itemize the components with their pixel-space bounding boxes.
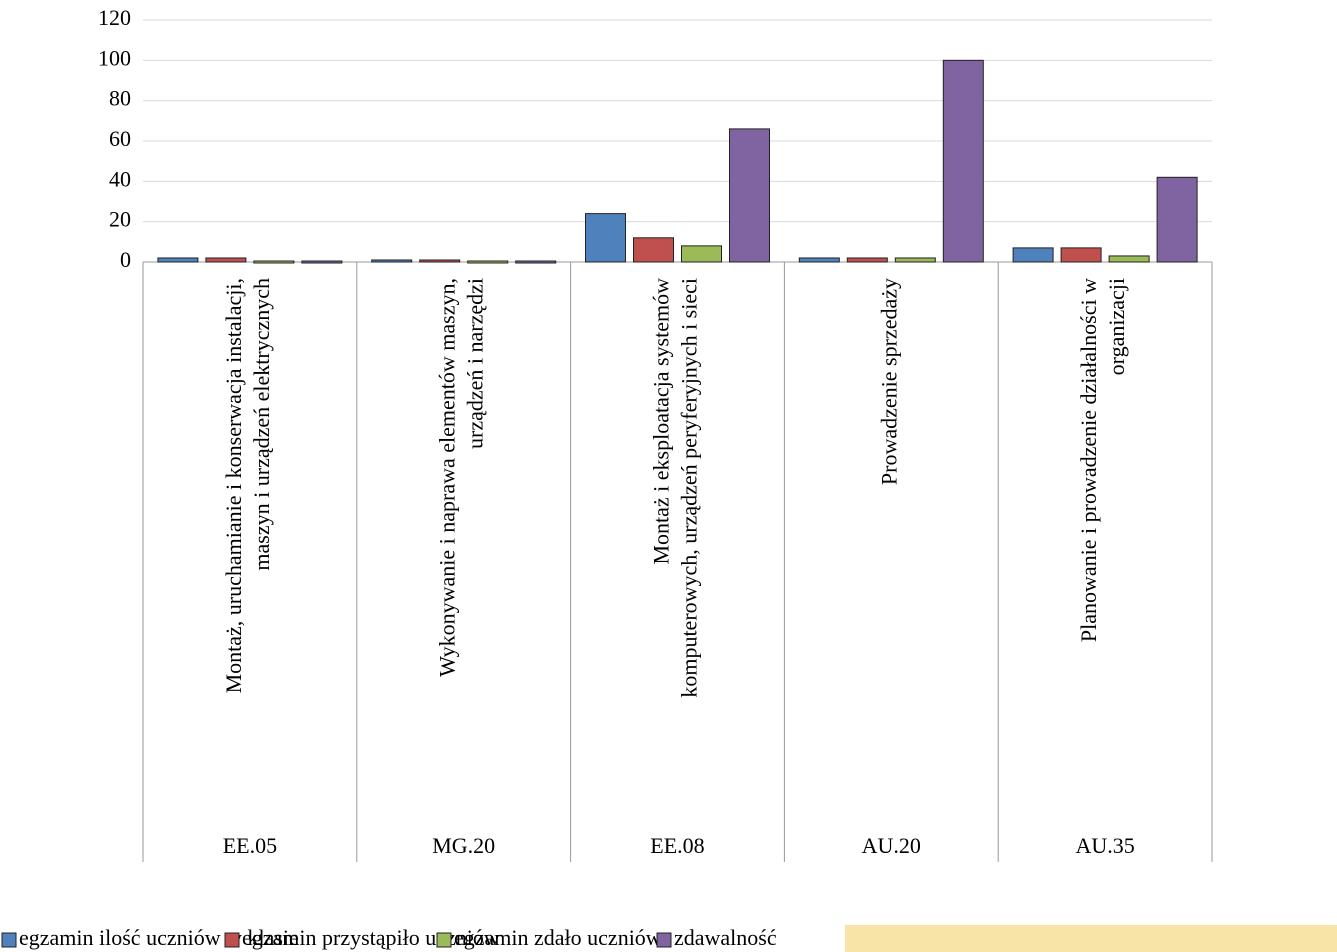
bar <box>371 259 413 263</box>
bar <box>253 260 295 264</box>
legend-label: zdawalność <box>674 925 777 950</box>
bar <box>894 257 936 263</box>
bar <box>585 213 626 263</box>
bar <box>1012 247 1054 263</box>
bar <box>798 257 840 263</box>
highlight <box>845 925 1337 952</box>
bar <box>846 257 888 263</box>
legend-label: egzamin zdało uczniów <box>454 925 662 950</box>
bar <box>419 259 461 263</box>
bar <box>467 260 509 264</box>
x-tick-label: EE.08 <box>650 833 704 858</box>
legend-swatch <box>656 932 672 948</box>
y-tick-label: 20 <box>109 207 131 232</box>
bar <box>729 128 770 263</box>
category-description: Planowanie i prowadzenie działalności w <box>1076 278 1101 642</box>
legend-swatch <box>436 932 452 948</box>
x-tick-label: AU.20 <box>862 833 921 858</box>
category-description: Montaż i eksploatacja systemów <box>649 278 674 565</box>
bar <box>1108 255 1150 263</box>
bar <box>1156 176 1198 263</box>
category-description: komputerowych, urządzeń peryferyjnych i … <box>677 278 702 698</box>
legend-swatch <box>224 932 240 948</box>
x-tick-label: EE.05 <box>223 833 277 858</box>
y-tick-label: 80 <box>109 86 131 111</box>
bar <box>157 257 199 263</box>
category-description: urządzeń i narzędzi <box>463 278 488 449</box>
y-tick-label: 120 <box>98 5 131 30</box>
bar <box>1060 247 1102 263</box>
legend-label: egzamin przystąpiło uczniów <box>242 925 500 950</box>
y-tick-label: 100 <box>98 45 131 70</box>
legend-swatch <box>1 932 17 948</box>
x-tick-label: AU.35 <box>1075 833 1134 858</box>
category-description: Prowadzenie sprzedaży <box>876 278 901 485</box>
category-description: organizacji <box>1104 278 1129 375</box>
bar <box>633 237 674 263</box>
bar <box>515 260 557 264</box>
bar <box>681 245 722 263</box>
bar <box>301 260 343 264</box>
category-description: maszyn i urządzeń elektrycznych <box>249 278 274 571</box>
y-tick-label: 40 <box>109 166 131 191</box>
bar <box>205 257 247 263</box>
legend-label: egzamin ilość uczniów w klasie <box>19 925 299 950</box>
y-tick-label: 60 <box>109 126 131 151</box>
category-description: Wykonywanie i naprawa elementów maszyn, <box>435 278 460 677</box>
x-tick-label: MG.20 <box>432 833 495 858</box>
bar <box>942 59 984 263</box>
category-description: Montaż, uruchamianie i konserwacja insta… <box>221 278 246 693</box>
y-tick-label: 0 <box>120 247 131 272</box>
